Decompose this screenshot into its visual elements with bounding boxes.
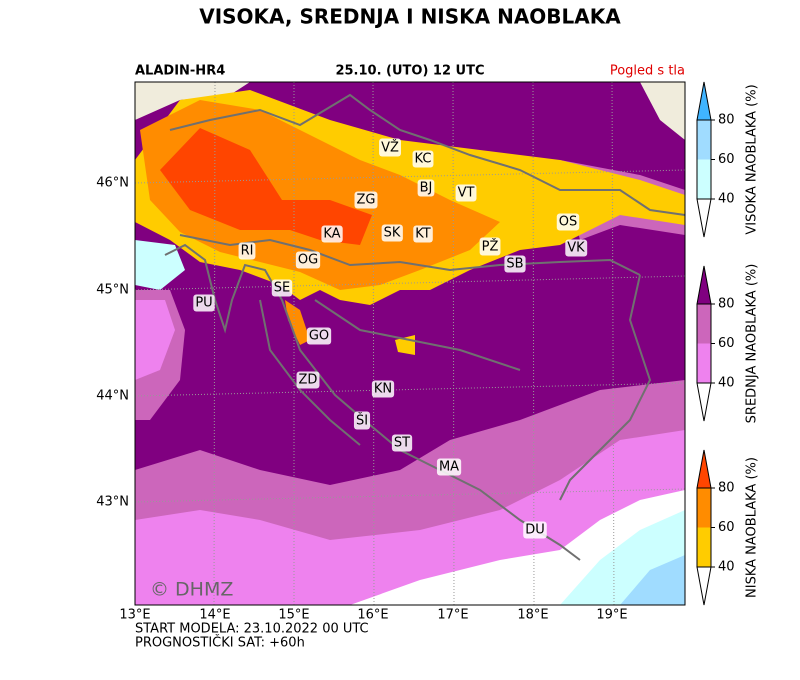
city-label: KN — [374, 382, 392, 397]
city-label: OG — [298, 253, 318, 268]
city-box — [412, 150, 434, 168]
city-box — [354, 191, 378, 209]
lat-label: 43°N — [96, 495, 129, 510]
lon-label: 17°E — [437, 608, 468, 623]
colorbar-under — [696, 566, 712, 606]
colorbar-tick-label: 80 — [718, 297, 735, 312]
colorbar-under — [696, 382, 712, 422]
city-label: SB — [506, 257, 523, 272]
city-label: ST — [394, 436, 410, 451]
city-label: BJ — [420, 181, 433, 196]
colorbar-label: NISKA NAOBLAKA (%) — [745, 457, 760, 598]
city-box — [296, 371, 320, 389]
footer-line: START MODELA: 23.10.2022 00 UTC — [135, 622, 369, 637]
colorbar-tick-label: 40 — [718, 376, 735, 391]
lon-label: 19°E — [596, 608, 627, 623]
colorbar-band — [697, 159, 711, 199]
city-label: SE — [274, 281, 290, 296]
lon-label: 18°E — [517, 608, 548, 623]
city-label: SK — [384, 226, 401, 241]
city-label: OS — [559, 215, 577, 230]
colorbar-over — [696, 265, 712, 305]
city-label: VK — [567, 241, 585, 256]
map-frame — [134, 81, 686, 606]
city-box — [504, 255, 526, 273]
valid-time: 25.10. (UTO) 12 UTC — [335, 64, 484, 79]
colorbar-tick-label: 40 — [718, 560, 735, 575]
city-box — [455, 184, 477, 202]
lon-label: 13°E — [119, 608, 150, 623]
city-box — [391, 434, 413, 452]
watermark: © DHMZ — [150, 579, 233, 601]
lon-label: 16°E — [357, 608, 388, 623]
colorbar-band — [697, 304, 711, 344]
title: VISOKA, SREDNJA I NISKA NAOBLAKA — [199, 5, 621, 29]
city-box — [271, 279, 293, 297]
lat-label: 46°N — [96, 176, 129, 191]
colorbar-tick-label: 60 — [718, 336, 735, 351]
map — [135, 82, 685, 605]
city-label: PŽ — [482, 239, 499, 255]
city-box — [321, 225, 343, 243]
city-label: KC — [415, 152, 432, 167]
city-label: PU — [195, 296, 212, 311]
city-box — [193, 294, 215, 312]
colorbar-label: SREDNJA NAOBLAKA (%) — [745, 264, 760, 424]
city-label: GO — [309, 329, 329, 344]
colorbar-tick-label: 60 — [718, 152, 735, 167]
city-label: VT — [458, 186, 475, 201]
city-box — [417, 179, 435, 197]
city-box — [479, 237, 501, 256]
footer-line: PROGNOSTIČKI SAT: +60h — [135, 635, 305, 651]
city-box — [556, 213, 580, 231]
colorbar-tick-label: 80 — [718, 113, 735, 128]
city-box — [379, 138, 401, 157]
city-box — [565, 239, 588, 257]
colorbar-band — [697, 488, 711, 528]
city-box — [436, 458, 462, 476]
colorbar-band — [697, 343, 711, 383]
city-box — [295, 251, 321, 269]
city-box — [381, 224, 403, 242]
city-box — [371, 380, 395, 398]
city-box — [523, 521, 547, 539]
city-box — [306, 327, 332, 345]
view-label: Pogled s tla — [610, 64, 685, 79]
lon-label: 15°E — [278, 608, 309, 623]
city-label: ŠI — [356, 413, 368, 429]
colorbar-over — [696, 81, 712, 121]
colorbar-tick-label: 60 — [718, 520, 735, 535]
city-box — [353, 411, 371, 430]
lon-label: 14°E — [199, 608, 230, 623]
city-label: MA — [439, 460, 459, 475]
lat-label: 45°N — [96, 283, 129, 298]
model-label: ALADIN-HR4 — [135, 64, 225, 79]
city-label: DU — [525, 523, 545, 538]
colorbar-band — [697, 120, 711, 160]
city-label: ZD — [299, 373, 318, 388]
lat-label: 44°N — [96, 389, 129, 404]
colorbar-tick-label: 80 — [718, 481, 735, 496]
city-box — [238, 242, 256, 260]
city-label: VŽ — [381, 140, 399, 156]
city-box — [413, 225, 433, 243]
city-label: ZG — [357, 193, 376, 208]
colorbar-under — [696, 198, 712, 238]
colorbar-tick-label: 40 — [718, 192, 735, 207]
colorbar-over — [696, 449, 712, 489]
city-label: KT — [415, 227, 431, 242]
city-label: KA — [323, 227, 340, 242]
colorbar-label: VISOKA NAOBLAKA (%) — [745, 84, 760, 234]
city-label: RI — [241, 244, 254, 259]
colorbar-band — [697, 527, 711, 567]
